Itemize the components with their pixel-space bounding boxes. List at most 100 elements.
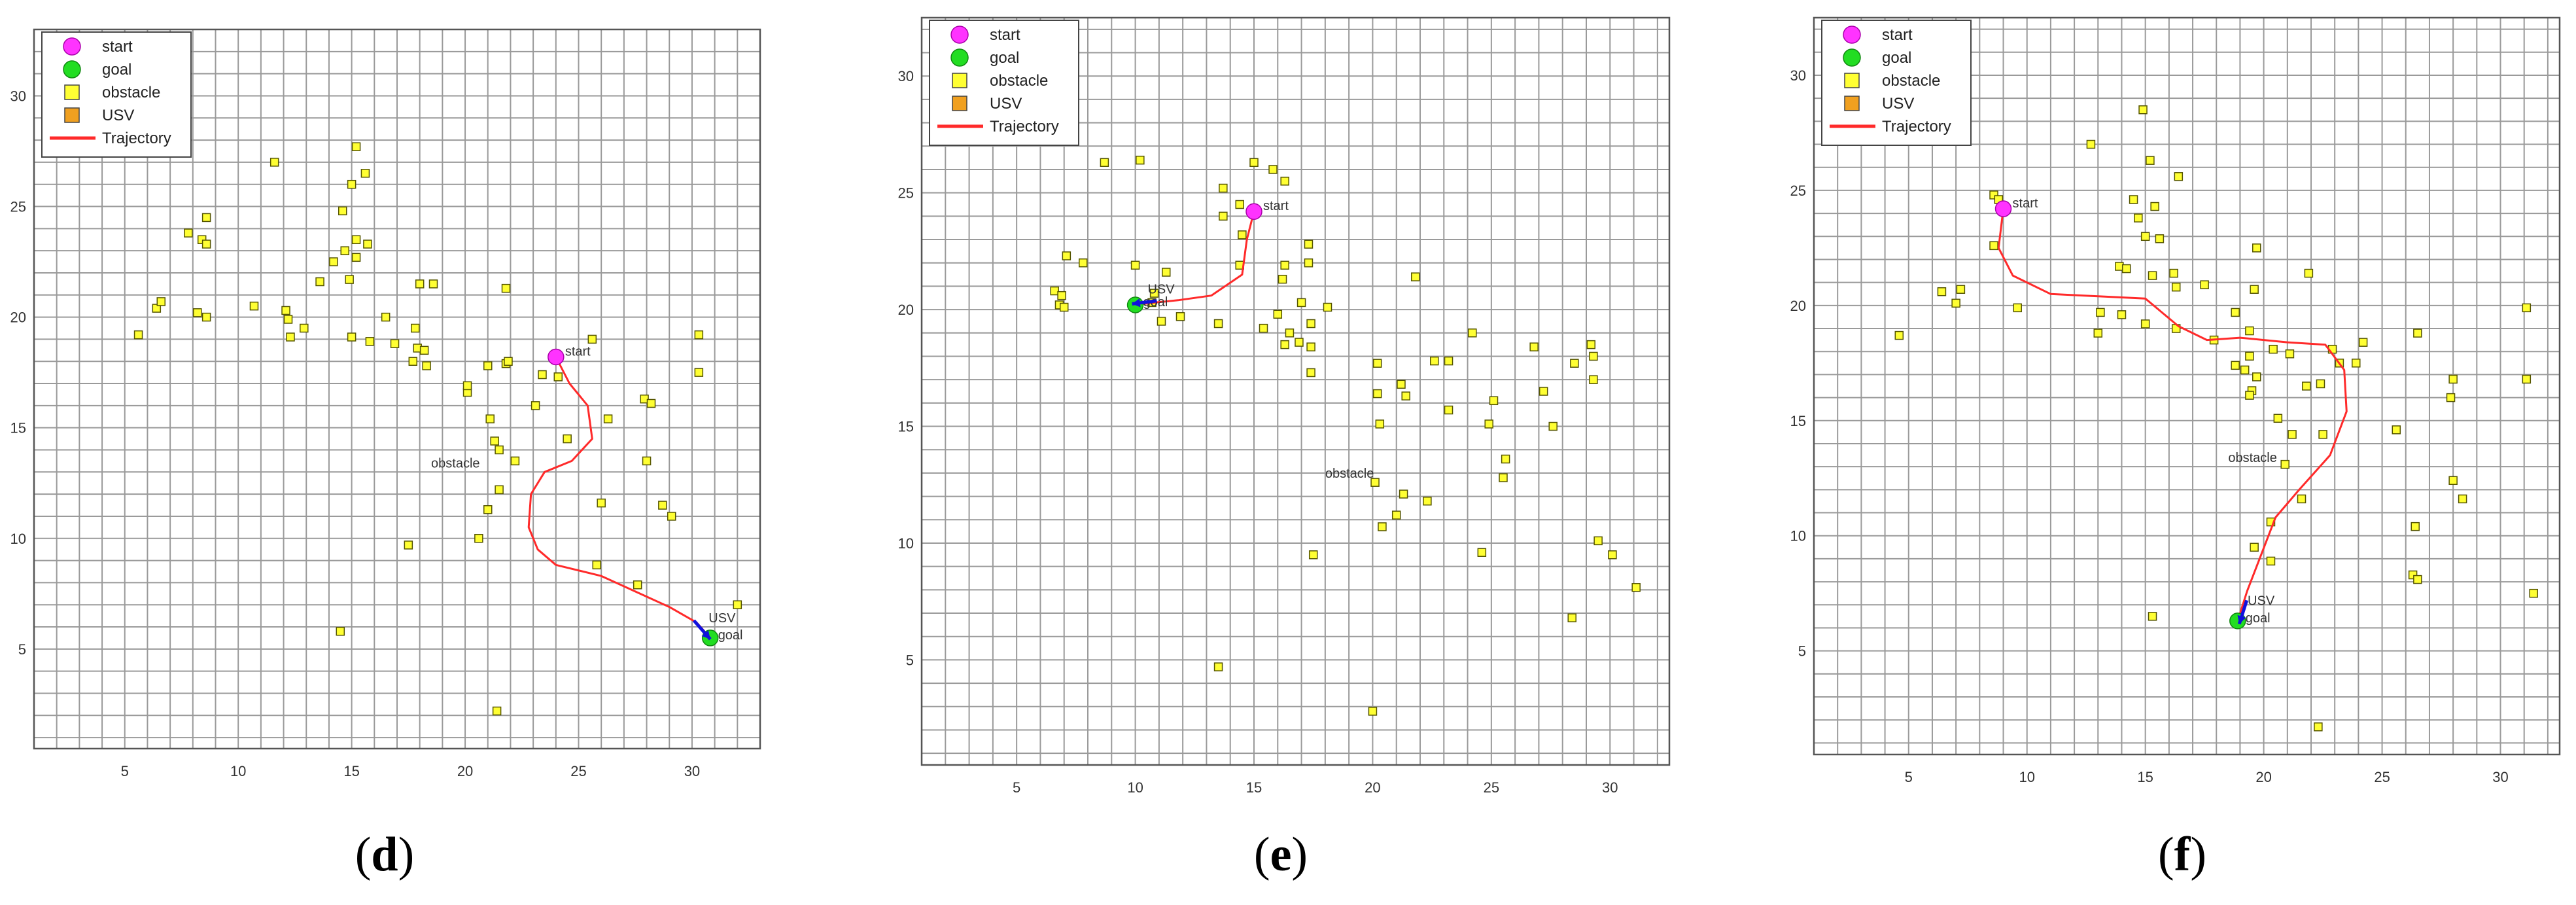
obstacle-marker — [428, 279, 438, 289]
caption-paren-close: ) — [398, 828, 415, 881]
obstacle-marker — [2096, 308, 2105, 317]
obstacle-marker — [640, 394, 649, 404]
plot-frame — [1813, 16, 2561, 756]
obstacle-marker — [156, 297, 165, 306]
plot-frame — [33, 28, 761, 750]
obstacle-marker — [1175, 312, 1185, 321]
y-tick-label: 5 — [1798, 643, 1806, 660]
y-tick-label: 20 — [1790, 298, 1806, 314]
obstacle-marker — [1589, 351, 1598, 361]
obstacle-marker — [2392, 425, 2401, 435]
obstacle-marker — [1078, 258, 1088, 268]
obstacle-marker — [1372, 389, 1382, 399]
legend: start goal obstacle USV Trajectory — [41, 31, 192, 158]
caption-letter: d — [371, 828, 398, 881]
obstacle-marker — [2171, 282, 2181, 292]
legend-start-marker — [950, 26, 969, 44]
obstacle-marker — [2411, 522, 2420, 531]
obstacle-annotation: obstacle — [2228, 451, 2277, 465]
obstacle-marker — [2297, 494, 2306, 504]
obstacle-annotation: obstacle — [431, 457, 480, 471]
obstacle-marker — [1484, 419, 1493, 429]
obstacle-annotation: obstacle — [1325, 467, 1374, 481]
obstacle-marker — [2140, 232, 2150, 241]
legend-label-trajectory: Trajectory — [1882, 118, 1951, 135]
y-tick-label: 25 — [898, 185, 914, 202]
start-label: start — [565, 344, 591, 359]
obstacle-marker — [1249, 158, 1259, 168]
usv-arrow-head — [1132, 298, 1141, 308]
obstacle-marker — [538, 370, 547, 380]
obstacle-marker — [329, 257, 338, 266]
obstacle-marker — [2280, 459, 2289, 469]
legend-label-start: start — [102, 38, 133, 56]
x-tick-label: 10 — [230, 763, 246, 779]
y-tick-label: 25 — [10, 199, 26, 215]
legend-label-obstacle: obstacle — [102, 84, 160, 101]
start-marker — [1994, 200, 2012, 217]
usv-arrow-head — [2237, 614, 2246, 624]
obstacle-marker — [733, 600, 742, 609]
legend-label-goal: goal — [102, 61, 131, 79]
obstacle-marker — [1375, 419, 1385, 429]
obstacle-marker — [658, 501, 667, 510]
obstacle-marker — [2250, 542, 2259, 552]
panel-f: 5 10 15 20 25 30 5 10 15 20 25 30 start goal USV obstac… — [1790, 16, 2561, 881]
obstacle-marker — [249, 301, 259, 311]
obstacle-marker — [1059, 302, 1069, 312]
x-tick-label: 25 — [570, 763, 586, 779]
obstacle-marker — [1100, 158, 1109, 168]
obstacle-marker — [1570, 359, 1579, 368]
obstacle-marker — [1423, 496, 1432, 506]
obstacle-marker — [1477, 548, 1487, 557]
legend-label-obstacle: obstacle — [990, 72, 1048, 90]
obstacle-marker — [300, 323, 309, 333]
legend-usv-marker — [1844, 96, 1860, 111]
legend-obstacle-marker — [1844, 73, 1860, 88]
obstacle-marker — [2148, 612, 2157, 621]
obstacle-marker — [592, 560, 601, 570]
y-tick-label: 30 — [10, 88, 26, 104]
caption-paren-open: ( — [1254, 828, 1270, 881]
legend-start-marker — [1843, 26, 1861, 44]
obstacle-marker — [1499, 473, 1508, 482]
obstacle-marker — [381, 312, 391, 322]
obstacle-marker — [408, 357, 418, 366]
obstacle-marker — [1306, 342, 1315, 351]
obstacle-marker — [2352, 359, 2361, 368]
y-tick-label: 25 — [1790, 183, 1806, 199]
obstacle-marker — [2304, 268, 2314, 278]
usv-label: USV — [1147, 282, 1175, 296]
obstacle-marker — [483, 361, 493, 370]
panel-caption: (e) — [1254, 828, 1308, 881]
usv-label: USV — [708, 611, 736, 626]
obstacle-marker — [1280, 177, 1289, 186]
obstacle-marker — [2252, 243, 2261, 253]
obstacle-marker — [1589, 375, 1598, 384]
obstacle-marker — [340, 246, 349, 255]
x-tick-label: 20 — [1365, 779, 1380, 796]
obstacle-marker — [2273, 414, 2283, 423]
legend-label-usv: USV — [102, 107, 134, 124]
panel-e: 5 10 15 20 25 30 5 10 15 20 25 30 start goal USV obstac… — [898, 16, 1671, 881]
legend: start goal obstacle USV Trajectory — [1821, 20, 1972, 146]
obstacle-marker — [1631, 583, 1641, 592]
obstacles — [1050, 155, 1641, 716]
obstacle-marker — [1213, 662, 1223, 671]
caption-paren-close: ) — [1291, 828, 1308, 881]
obstacle-marker — [495, 485, 504, 495]
obstacle-marker — [360, 169, 370, 178]
obstacle-marker — [2129, 195, 2138, 204]
panel-d: 5 10 15 20 25 30 5 10 15 20 25 30 start goal USV obstac… — [10, 28, 761, 881]
legend-goal-marker — [1843, 48, 1861, 67]
obstacle-marker — [1548, 421, 1558, 431]
obstacle-marker — [2174, 172, 2184, 181]
obstacle-marker — [485, 414, 495, 423]
obstacle-marker — [1410, 272, 1420, 281]
obstacle-marker — [184, 228, 193, 238]
obstacle-marker — [1306, 368, 1315, 378]
obstacle-marker — [2231, 361, 2240, 370]
obstacle-marker — [2302, 382, 2311, 391]
start-marker — [1245, 203, 1262, 220]
obstacle-marker — [1391, 510, 1401, 520]
